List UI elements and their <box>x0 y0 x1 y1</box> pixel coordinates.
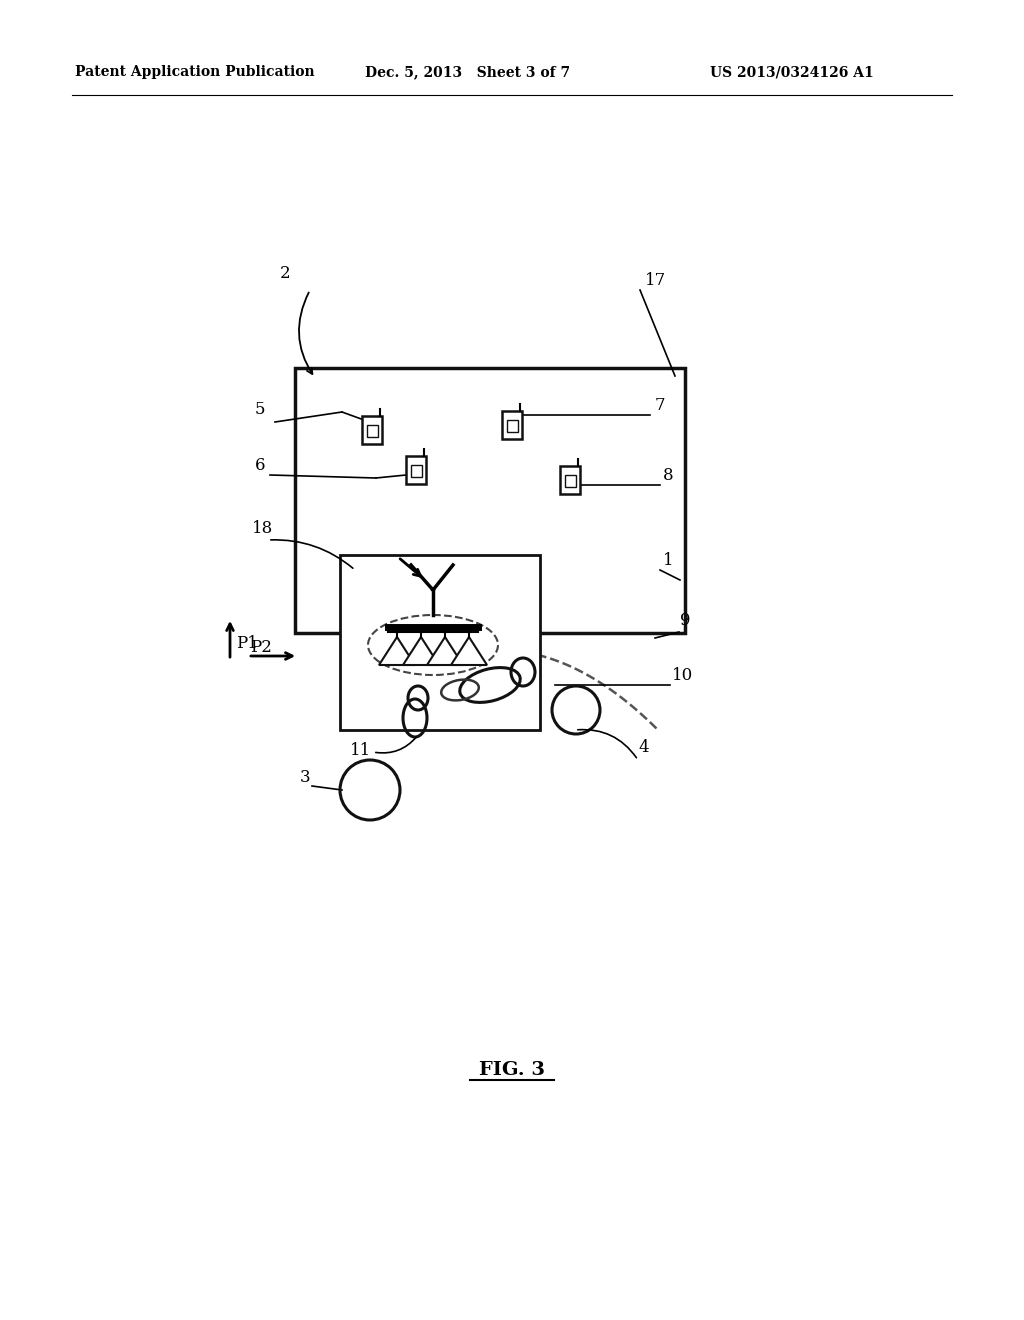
Bar <box>411 465 422 477</box>
Text: 1: 1 <box>663 552 674 569</box>
Text: P2: P2 <box>250 639 272 656</box>
Text: 9: 9 <box>680 612 690 630</box>
Text: 5: 5 <box>255 401 265 418</box>
Polygon shape <box>379 638 415 665</box>
Polygon shape <box>403 638 439 665</box>
Text: Dec. 5, 2013   Sheet 3 of 7: Dec. 5, 2013 Sheet 3 of 7 <box>365 65 570 79</box>
Bar <box>295 368 685 634</box>
Bar <box>340 554 540 730</box>
Polygon shape <box>451 638 487 665</box>
Text: 6: 6 <box>255 457 265 474</box>
Polygon shape <box>427 638 463 665</box>
Bar <box>406 455 426 484</box>
Text: 11: 11 <box>350 742 372 759</box>
Text: 4: 4 <box>638 739 648 756</box>
Text: 8: 8 <box>663 467 674 484</box>
Text: US 2013/0324126 A1: US 2013/0324126 A1 <box>710 65 873 79</box>
Text: 18: 18 <box>252 520 273 537</box>
Bar <box>564 475 575 487</box>
Text: Patent Application Publication: Patent Application Publication <box>75 65 314 79</box>
Bar <box>502 411 522 440</box>
Text: 2: 2 <box>280 265 291 282</box>
Bar <box>560 466 580 494</box>
Text: 3: 3 <box>300 770 310 785</box>
Text: 17: 17 <box>645 272 667 289</box>
Text: 7: 7 <box>655 397 666 414</box>
Bar <box>507 420 517 432</box>
Text: P1: P1 <box>236 635 258 652</box>
Bar <box>362 416 382 444</box>
Bar <box>367 425 378 437</box>
Text: FIG. 3: FIG. 3 <box>479 1061 545 1078</box>
Text: 10: 10 <box>672 667 693 684</box>
